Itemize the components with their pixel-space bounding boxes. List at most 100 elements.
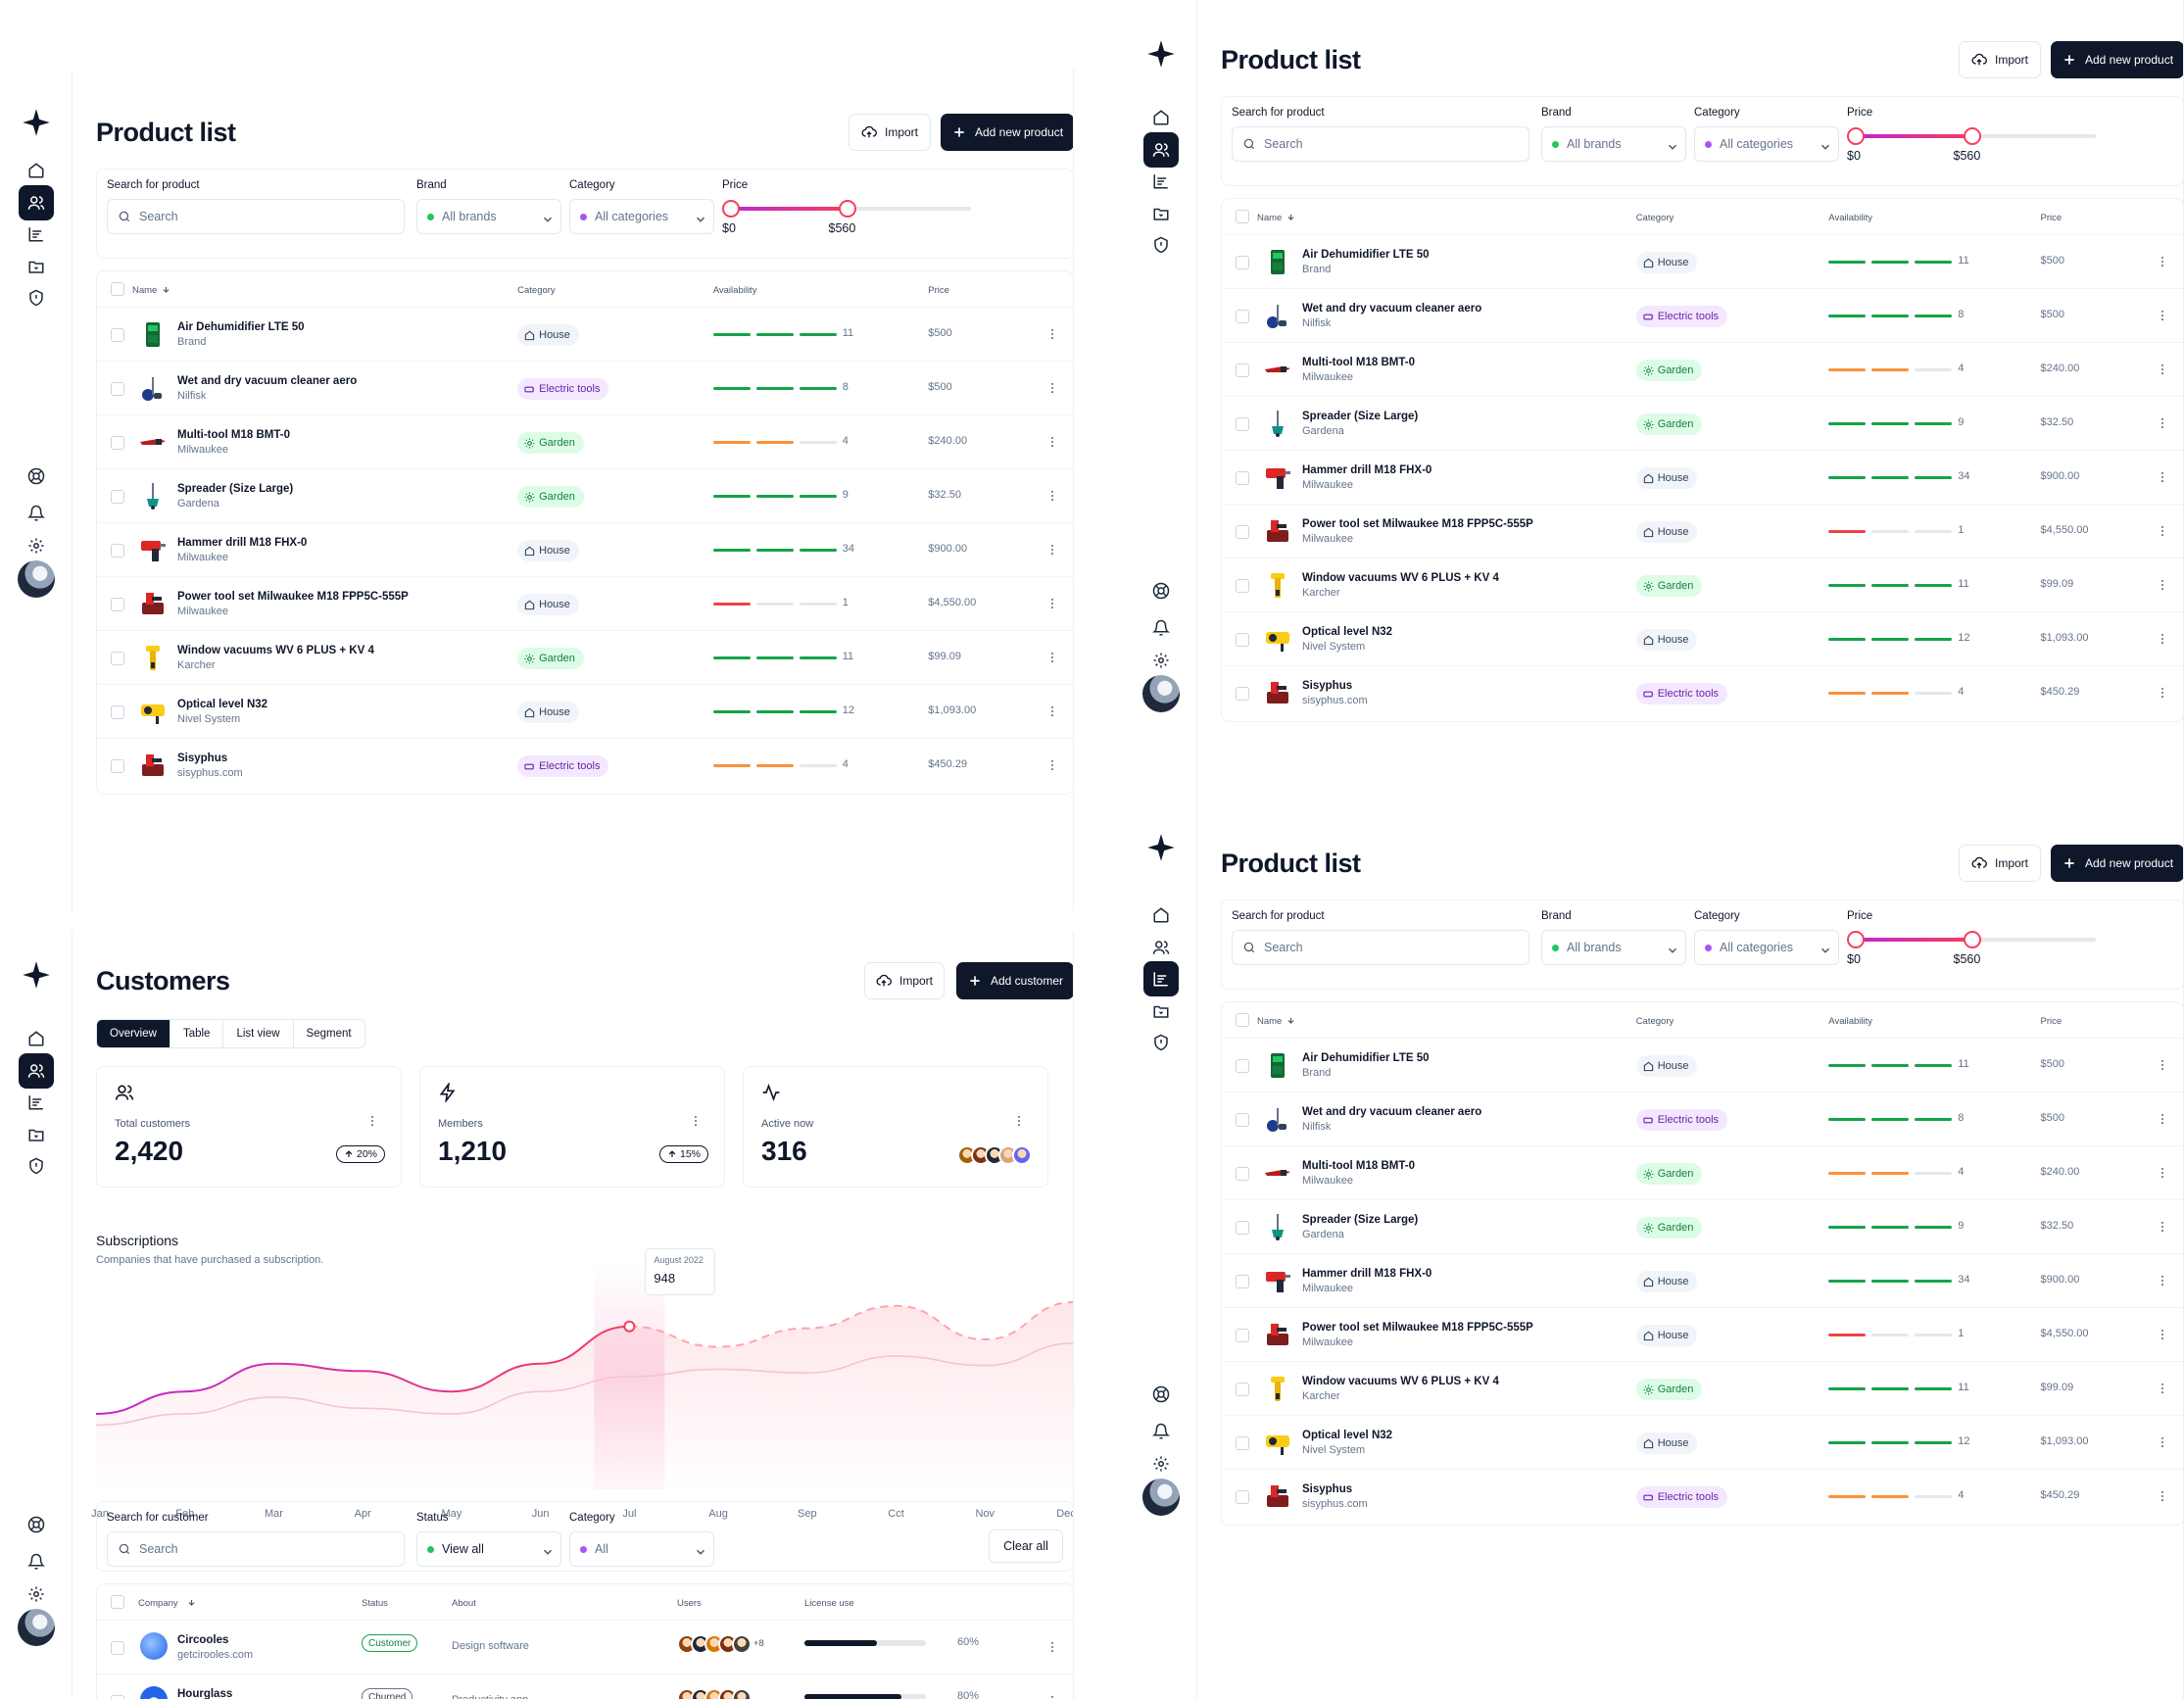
add-product-button[interactable]: Add new product bbox=[2051, 845, 2183, 882]
row-checkbox[interactable] bbox=[1236, 1436, 1249, 1450]
files-icon[interactable] bbox=[19, 1117, 54, 1152]
more-options-icon[interactable] bbox=[2156, 1112, 2169, 1128]
settings-icon[interactable] bbox=[19, 528, 54, 563]
table-row[interactable]: Hammer drill M18 FHX-0 Milwaukee House 34 $9… bbox=[1222, 1253, 2183, 1307]
more-options-icon[interactable] bbox=[2156, 1058, 2169, 1074]
row-checkbox[interactable] bbox=[1236, 364, 1249, 377]
table-row[interactable]: Circooles getcirooles.com Customer Design s… bbox=[97, 1620, 1073, 1674]
row-checkbox[interactable] bbox=[111, 598, 124, 611]
brand-select[interactable]: All brands bbox=[1541, 930, 1686, 965]
row-checkbox[interactable] bbox=[1236, 1113, 1249, 1127]
more-options-icon[interactable] bbox=[2156, 686, 2169, 702]
row-checkbox[interactable] bbox=[1236, 256, 1249, 269]
more-options-icon[interactable] bbox=[2156, 524, 2169, 540]
more-options-icon[interactable] bbox=[2156, 1166, 2169, 1182]
category-select[interactable]: All categories bbox=[1694, 126, 1839, 162]
reports-icon[interactable] bbox=[1143, 164, 1179, 199]
category-select[interactable]: All categories bbox=[1694, 930, 1839, 965]
column-name[interactable]: Name bbox=[1257, 1016, 1283, 1027]
row-checkbox[interactable] bbox=[1236, 471, 1249, 485]
tab-list-view[interactable]: List view bbox=[223, 1020, 294, 1047]
support-icon[interactable] bbox=[1143, 1377, 1179, 1412]
select-all-checkbox[interactable] bbox=[111, 1595, 124, 1609]
table-row[interactable]: Air Dehumidifier LTE 50 Brand House 11 $500 bbox=[1222, 1038, 2183, 1092]
home-icon[interactable] bbox=[1143, 100, 1179, 135]
logo-icon[interactable] bbox=[22, 108, 51, 137]
more-options-icon[interactable] bbox=[1045, 704, 1059, 720]
files-icon[interactable] bbox=[1143, 196, 1179, 231]
more-options-icon[interactable] bbox=[1045, 435, 1059, 451]
table-row[interactable]: Window vacuums WV 6 PLUS + KV 4 Karcher Ga… bbox=[1222, 558, 2183, 611]
more-options-icon[interactable] bbox=[2156, 578, 2169, 594]
users-icon[interactable] bbox=[19, 1052, 54, 1089]
row-checkbox[interactable] bbox=[1236, 1275, 1249, 1288]
more-options-icon[interactable] bbox=[2156, 1382, 2169, 1397]
slider-min-handle[interactable] bbox=[1847, 127, 1865, 145]
category-select[interactable]: All categories bbox=[569, 199, 714, 234]
settings-icon[interactable] bbox=[1143, 1446, 1179, 1481]
search-input[interactable]: Search bbox=[1232, 126, 1529, 162]
price-range-slider[interactable]: $0 $560 bbox=[1847, 931, 2111, 966]
user-avatar[interactable] bbox=[18, 560, 55, 598]
sort-desc-icon[interactable] bbox=[162, 285, 170, 297]
home-icon[interactable] bbox=[19, 153, 54, 188]
user-avatar[interactable] bbox=[1142, 675, 1180, 712]
more-options-icon[interactable] bbox=[1045, 381, 1059, 397]
search-input[interactable]: Search bbox=[1232, 930, 1529, 965]
table-row[interactable]: Air Dehumidifier LTE 50 Brand House 11 $500 bbox=[97, 307, 1073, 361]
support-icon[interactable] bbox=[19, 459, 54, 494]
search-input[interactable]: Search bbox=[107, 199, 405, 234]
notifications-icon[interactable] bbox=[19, 496, 54, 531]
table-row[interactable]: Hammer drill M18 FHX-0 Milwaukee House 34 $9… bbox=[1222, 450, 2183, 504]
more-options-icon[interactable] bbox=[2156, 470, 2169, 486]
sort-desc-icon[interactable] bbox=[1286, 213, 1295, 224]
security-icon[interactable] bbox=[1143, 1025, 1179, 1060]
more-options-icon[interactable] bbox=[365, 1114, 379, 1130]
row-checkbox[interactable] bbox=[1236, 1490, 1249, 1504]
row-checkbox[interactable] bbox=[111, 652, 124, 665]
select-all-checkbox[interactable] bbox=[111, 282, 124, 296]
select-all-checkbox[interactable] bbox=[1236, 210, 1249, 223]
more-options-icon[interactable] bbox=[2156, 309, 2169, 324]
more-options-icon[interactable] bbox=[689, 1114, 703, 1130]
table-row[interactable]: Optical level N32 Nivel System House 12 $1,0… bbox=[97, 684, 1073, 738]
security-icon[interactable] bbox=[19, 1148, 54, 1184]
slider-max-handle[interactable] bbox=[1963, 127, 1981, 145]
row-checkbox[interactable] bbox=[111, 544, 124, 558]
tab-table[interactable]: Table bbox=[170, 1020, 224, 1047]
table-row[interactable]: Sisyphus sisyphus.com Electric tools 4 $450.… bbox=[1222, 665, 2183, 719]
row-checkbox[interactable] bbox=[111, 382, 124, 396]
settings-icon[interactable] bbox=[1143, 643, 1179, 678]
sort-desc-icon[interactable] bbox=[1286, 1016, 1295, 1028]
home-icon[interactable] bbox=[19, 1021, 54, 1056]
users-icon[interactable] bbox=[19, 184, 54, 220]
table-row[interactable]: Hammer drill M18 FHX-0 Milwaukee House 34 $9… bbox=[97, 522, 1073, 576]
more-options-icon[interactable] bbox=[2156, 1274, 2169, 1289]
slider-max-handle[interactable] bbox=[838, 200, 856, 218]
reports-icon[interactable] bbox=[19, 217, 54, 252]
table-row[interactable]: Power tool set Milwaukee M18 FPP5C-555P M… bbox=[1222, 504, 2183, 558]
row-checkbox[interactable] bbox=[1236, 1167, 1249, 1181]
table-row[interactable]: Power tool set Milwaukee M18 FPP5C-555P M… bbox=[1222, 1307, 2183, 1361]
more-options-icon[interactable] bbox=[1045, 758, 1059, 774]
category-select[interactable]: All bbox=[569, 1531, 714, 1567]
logo-icon[interactable] bbox=[22, 960, 51, 990]
table-row[interactable]: Hourglass Churned Productivity app 80% bbox=[97, 1674, 1073, 1699]
row-checkbox[interactable] bbox=[1236, 1059, 1249, 1073]
logo-icon[interactable] bbox=[1146, 39, 1176, 69]
settings-icon[interactable] bbox=[19, 1577, 54, 1612]
row-checkbox[interactable] bbox=[1236, 1383, 1249, 1396]
table-row[interactable]: Window vacuums WV 6 PLUS + KV 4 Karcher Ga… bbox=[97, 630, 1073, 684]
table-row[interactable]: Spreader (Size Large) Gardena Garden 9 $32.5… bbox=[1222, 396, 2183, 450]
security-icon[interactable] bbox=[19, 280, 54, 316]
table-row[interactable]: Wet and dry vacuum cleaner aero Nilfisk El… bbox=[1222, 288, 2183, 342]
slider-min-handle[interactable] bbox=[722, 200, 740, 218]
reports-icon[interactable] bbox=[19, 1085, 54, 1120]
table-row[interactable]: Sisyphus sisyphus.com Electric tools 4 $450.… bbox=[97, 738, 1073, 792]
table-row[interactable]: Sisyphus sisyphus.com Electric tools 4 $450.… bbox=[1222, 1469, 2183, 1523]
more-options-icon[interactable] bbox=[2156, 1328, 2169, 1343]
tab-overview[interactable]: Overview bbox=[97, 1020, 170, 1047]
reports-icon[interactable] bbox=[1143, 961, 1179, 996]
users-icon[interactable] bbox=[1143, 930, 1179, 965]
row-checkbox[interactable] bbox=[111, 1695, 124, 1699]
